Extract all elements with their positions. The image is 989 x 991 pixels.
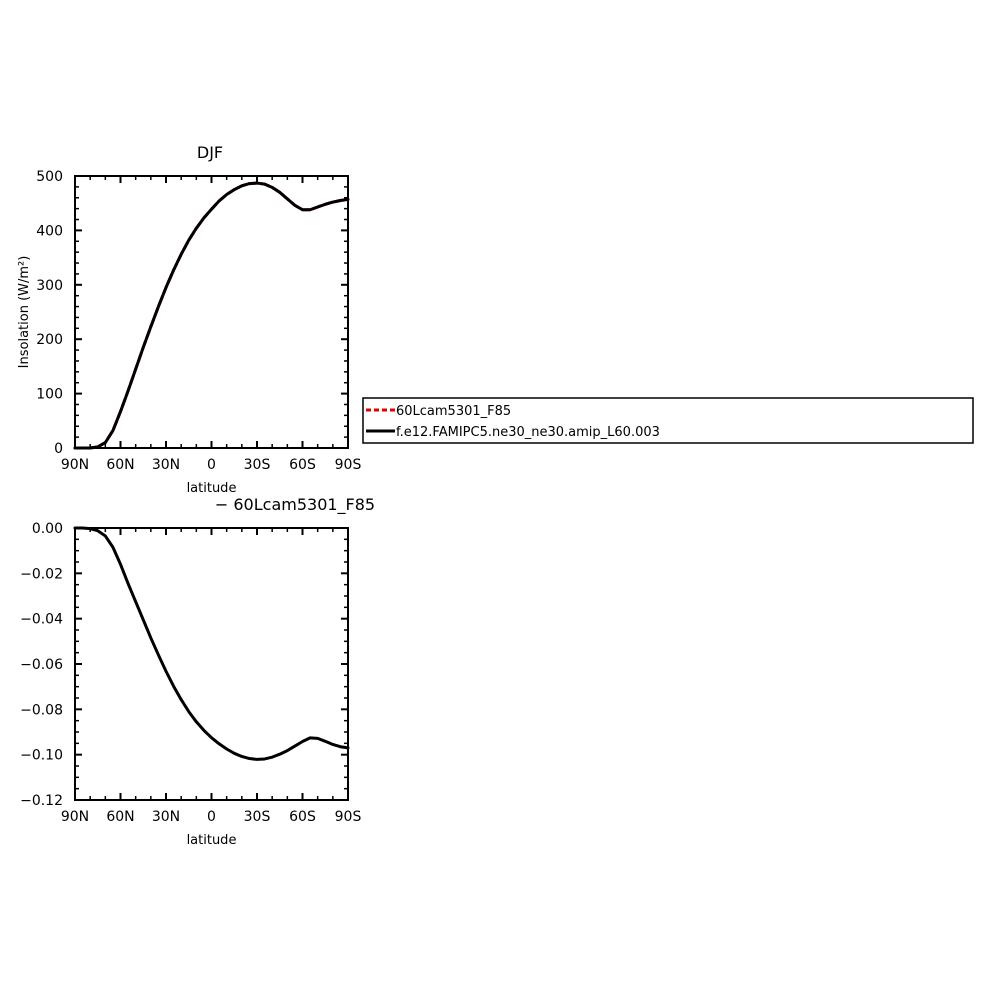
y-tick-label: 0 [54,441,63,457]
x-tick-label: 30N [152,809,180,825]
x-tick-label: 0 [207,809,216,825]
x-tick-label: 0 [207,457,216,473]
x-tick-label: 90S [335,457,362,473]
x-tick-label: 90N [61,457,89,473]
x-tick-label: 30S [244,457,271,473]
series-line-1 [73,526,350,761]
plot-frame [74,175,349,449]
y-tick-label: 400 [36,223,63,239]
x-tick-label: 30N [152,457,180,473]
legend: 60Lcam5301_F85 f.e12.FAMIPC5.ne30_ne30.am… [362,397,974,444]
x-tick-label: 30S [244,809,271,825]
x-tick-label: 90S [335,809,362,825]
x-axis-label: latitude [187,481,237,496]
x-tick-label: 60S [289,809,316,825]
chart-title: DJF [197,143,223,162]
x-tick-label: 90N [61,809,89,825]
series-line-1 [73,181,350,450]
x-axis-label: latitude [187,833,237,848]
y-tick-label: 100 [36,387,63,403]
y-tick-label: −0.08 [20,702,63,718]
legend-label-1: 60Lcam5301_F85 [396,404,511,419]
x-tick-label: 60S [289,457,316,473]
chart-panel-2: − 60Lcam5301_F85 90N 60N 30N 0 30S 60S 90S 0.00 −… [17,495,375,848]
chart-panel-1: DJF 90N 60N 30N 0 30S 60S 90S 0 100 200 300 400 500 la… [17,143,361,496]
y-axis-label: Insolation (W/m²) [17,256,32,369]
x-tick-label: 60N [106,457,134,473]
y-tick-label: −0.10 [20,748,63,764]
y-tick-label: −0.04 [20,612,63,628]
y-tick-label: −0.06 [20,657,63,673]
legend-box [362,397,974,444]
y-tick-label: 500 [36,169,63,185]
legend-label-2: f.e12.FAMIPC5.ne30_ne30.amip_L60.003 [396,425,660,440]
plot-frame [74,527,349,801]
series-line-2 [73,181,350,450]
y-tick-label: 200 [36,332,63,348]
y-tick-label: 0.00 [32,521,63,537]
chart-title: − 60Lcam5301_F85 [215,495,375,515]
y-tick-label: −0.12 [20,793,63,809]
x-tick-label: 60N [106,809,134,825]
y-tick-label: 300 [36,278,63,294]
y-tick-label: −0.02 [20,566,63,582]
